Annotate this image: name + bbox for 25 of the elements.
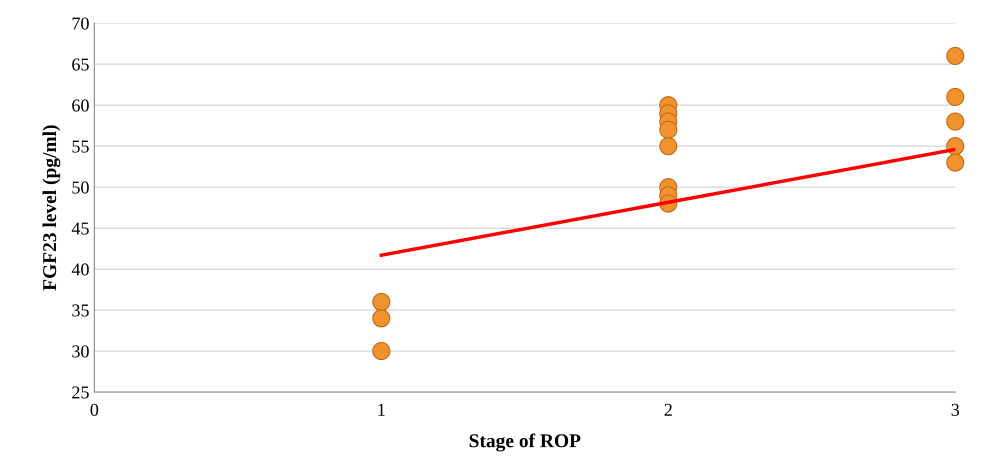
point [946,112,964,131]
y-tick-label: 70 [72,17,89,30]
point [372,309,390,328]
y-tick-label: 60 [72,99,89,112]
point [372,342,390,360]
y-tick-label: 25 [72,386,89,399]
point [659,120,678,139]
y-tick-label: 45 [72,222,89,235]
y-tick-label: 40 [72,263,89,276]
point [946,88,964,106]
point [946,46,964,66]
y-tick-label: 55 [72,140,89,153]
x-tick-label: 1 [378,404,385,416]
point [659,137,678,156]
x-tick-label: 3 [952,404,960,416]
x-axis-title: Stage of ROP [470,433,580,452]
y-tick-label: 65 [72,58,89,71]
x-tick-label: 0 [90,404,98,416]
y-axis-title: FGF23 level (pg/ml) [42,125,60,290]
point [372,292,390,311]
y-tick-label: 50 [72,181,89,194]
point [946,153,964,172]
x-tick-label: 2 [664,404,672,416]
y-tick-label: 30 [72,345,89,358]
y-tick-label: 35 [72,304,89,317]
